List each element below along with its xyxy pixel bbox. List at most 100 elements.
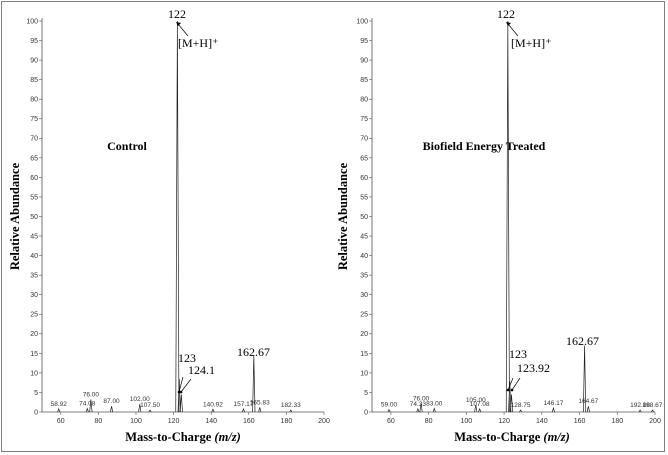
y-tick-label: 0 <box>34 409 38 416</box>
x-tick-label: 80 <box>425 418 433 425</box>
peak-label: 198.67 <box>643 402 663 409</box>
peak <box>638 409 642 413</box>
y-tick-label: 35 <box>30 273 38 280</box>
x-axis-label: Mass-to-Charge (m/z) <box>125 430 241 444</box>
x-tick-label: 60 <box>387 418 395 425</box>
peak <box>508 380 512 413</box>
peak <box>211 408 215 413</box>
peak <box>110 406 114 413</box>
peak-label: 107.08 <box>470 401 490 408</box>
peak-label: 164.67 <box>578 398 598 405</box>
arrow-head <box>177 390 181 394</box>
y-tick-label: 85 <box>360 77 368 84</box>
peak <box>258 407 262 413</box>
peak <box>519 409 523 413</box>
x-axis-label-unit: (m/z) <box>543 430 569 444</box>
peak-label: 165.83 <box>250 399 270 406</box>
peak-label: 162.67 <box>237 345 270 359</box>
peak <box>586 406 590 413</box>
peak <box>57 407 61 413</box>
y-tick-label: 25 <box>30 312 38 319</box>
x-tick-label: 140 <box>205 418 217 425</box>
arrow-head <box>506 388 510 392</box>
y-tick-label: 55 <box>30 194 38 201</box>
peak-label: 59.00 <box>381 402 398 409</box>
y-tick-label: 100 <box>26 18 38 25</box>
y-tick-label: 5 <box>34 390 38 397</box>
peak <box>505 20 510 413</box>
x-axis-label-main: Mass-to-Charge <box>125 430 214 444</box>
y-tick-label: 75 <box>30 116 38 123</box>
peak <box>177 378 181 413</box>
y-tick-label: 15 <box>360 351 368 358</box>
peak-label: 146.17 <box>543 400 563 407</box>
y-tick-label: 20 <box>30 331 38 338</box>
y-tick-label: 95 <box>360 38 368 45</box>
x-axis-label: Mass-to-Charge (m/z) <box>454 430 570 444</box>
x-tick-label: 160 <box>574 418 586 425</box>
peak-label: 123.92 <box>517 361 550 375</box>
y-tick-label: 50 <box>360 214 368 221</box>
y-tick-label: 45 <box>360 233 368 240</box>
y-tick-label: 10 <box>30 370 38 377</box>
label-arrow <box>180 378 192 393</box>
annotation-arrow <box>507 23 519 37</box>
peak <box>252 355 256 413</box>
peak-label: 162.67 <box>566 334 599 348</box>
peak <box>478 407 482 413</box>
x-tick-label: 140 <box>536 418 548 425</box>
x-tick-label: 100 <box>130 418 142 425</box>
y-tick-label: 80 <box>30 97 38 104</box>
peak <box>241 407 246 413</box>
annotation-arrow <box>177 23 189 37</box>
x-tick-label: 200 <box>649 418 661 425</box>
y-tick-label: 15 <box>30 351 38 358</box>
peak-label: 192.08 <box>630 402 650 409</box>
y-tick-label: 65 <box>30 155 38 162</box>
peak-label: 58.92 <box>51 401 68 408</box>
arrow-head <box>179 390 183 394</box>
arrow-head <box>176 22 181 26</box>
arrow-head <box>510 388 514 392</box>
peak-label: 123 <box>509 347 527 361</box>
y-tick-label: 95 <box>30 38 38 45</box>
y-axis-label: Relative Abundance <box>8 162 22 270</box>
peak <box>551 406 555 413</box>
peak-label: 123 <box>178 351 196 365</box>
y-tick-label: 25 <box>360 312 368 319</box>
y-tick-label: 80 <box>360 97 368 104</box>
peak <box>474 404 478 413</box>
arrow-head <box>506 22 511 26</box>
y-tick-label: 50 <box>30 214 38 221</box>
y-tick-label: 45 <box>30 233 38 240</box>
peak <box>148 409 152 413</box>
x-tick-label: 160 <box>243 418 255 425</box>
y-tick-label: 35 <box>360 273 368 280</box>
peak-label: 122 <box>497 7 515 21</box>
molecular-ion-annotation: [M+H]⁺ <box>511 36 551 50</box>
y-tick-label: 30 <box>30 292 38 299</box>
y-tick-label: 5 <box>364 390 368 397</box>
peak <box>583 345 587 413</box>
peak-label: 74.08 <box>79 400 96 407</box>
x-tick-label: 120 <box>168 418 180 425</box>
spectrum-panel-1: 0 5 10 15 20 25 30 35 40 45 50 55 60 65 70 75 80 85 90 95 10… <box>8 7 330 444</box>
x-tick-label: 80 <box>95 418 103 425</box>
peak-label: 128.75 <box>511 402 531 409</box>
peak-label: 83.00 <box>426 400 443 407</box>
peak-label: 105.00 <box>466 397 486 404</box>
peak-label: 140.92 <box>203 401 223 408</box>
peak <box>387 408 391 413</box>
peak-label: 124.1 <box>188 363 215 377</box>
peak-label: 76.00 <box>413 395 430 402</box>
peak-label: 102.00 <box>130 396 150 403</box>
y-tick-label: 70 <box>360 136 368 143</box>
peak <box>289 409 293 413</box>
label-arrow <box>507 377 514 391</box>
panel-title: Control <box>107 139 147 153</box>
peak <box>85 407 89 413</box>
y-tick-label: 55 <box>360 194 368 201</box>
y-tick-label: 20 <box>360 331 368 338</box>
